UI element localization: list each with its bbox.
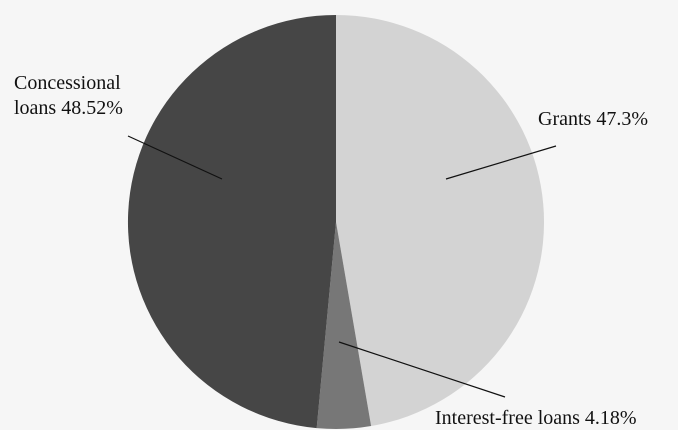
pie-slice-1 xyxy=(316,222,372,430)
pie-slice-2 xyxy=(127,15,336,429)
leader-line-1 xyxy=(338,341,506,398)
slice-label-0-line-0: Grants 47.3% xyxy=(538,108,648,130)
leader-line-2 xyxy=(127,135,223,180)
pie-slice-0 xyxy=(336,15,545,427)
leader-line-0 xyxy=(445,145,557,180)
slice-label-1-line-0: Interest-free loans 4.18% xyxy=(435,407,637,429)
slice-label-2-line-0: Concessional xyxy=(14,72,121,94)
slice-label-2-line-1: loans 48.52% xyxy=(14,97,123,119)
